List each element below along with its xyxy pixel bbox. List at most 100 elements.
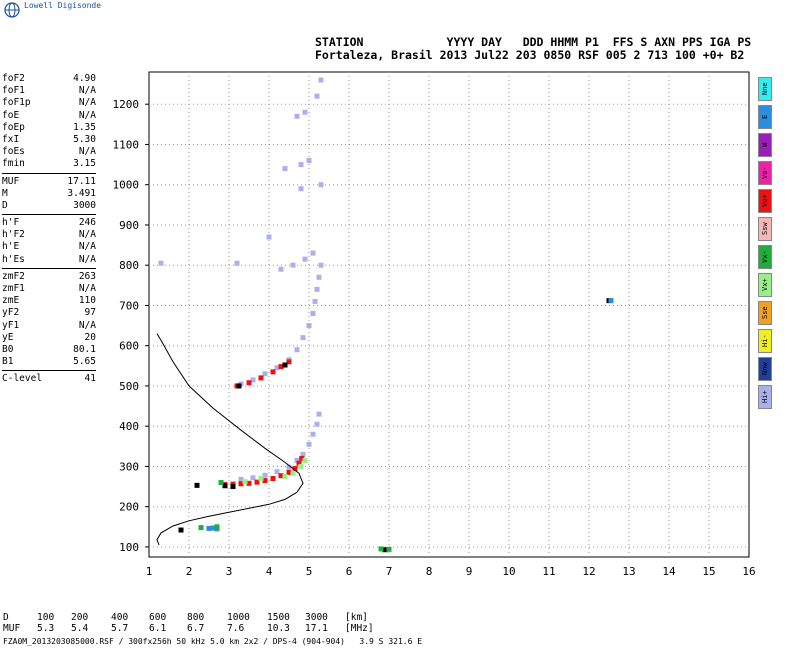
data-point	[310, 310, 316, 316]
data-point	[300, 335, 306, 341]
scaled-parameters-panel: foF2 4.90 foF1 N/A foF1p N/A foE N/A foEp 1.35 fxI…	[2, 73, 96, 386]
param-value: 1.35	[73, 121, 96, 133]
data-point	[214, 524, 220, 530]
data-point	[266, 234, 272, 240]
data-point	[316, 274, 322, 280]
y-tick-label: 1000	[113, 179, 140, 192]
y-tick-label: 900	[119, 219, 139, 232]
param-value: 3.15	[73, 158, 96, 170]
data-point	[250, 475, 256, 481]
param-value: 97	[84, 307, 96, 319]
param-name: zmF2	[2, 270, 25, 282]
legend-item: Vx+	[758, 273, 772, 297]
x-tick-label: 9	[466, 565, 473, 578]
data-point	[234, 260, 240, 266]
param-value: 5.30	[73, 133, 96, 145]
param-row: yF2 97	[2, 307, 96, 319]
param-name: fmin	[2, 158, 25, 170]
data-point	[302, 109, 308, 115]
data-point	[210, 525, 216, 531]
data-point	[302, 256, 308, 262]
data-point	[298, 186, 304, 192]
data-point	[296, 460, 302, 466]
table-cell: 5.4	[71, 623, 89, 634]
x-tick-label: 3	[226, 565, 233, 578]
y-tick-label: 800	[119, 259, 139, 272]
x-tick-label: 5	[306, 565, 313, 578]
param-name: h'E	[2, 241, 20, 253]
param-row: foF2 4.90	[2, 73, 96, 85]
param-value: 263	[78, 270, 96, 282]
data-point	[318, 77, 324, 83]
y-tick-label: 500	[119, 380, 139, 393]
data-point	[306, 158, 312, 164]
brand-label: Lowell Digisonde	[24, 1, 102, 10]
table-cell: 800	[187, 612, 205, 623]
param-row: foEs N/A	[2, 146, 96, 158]
param-row: fmin 3.15	[2, 158, 96, 170]
param-row: MUF 17.11	[2, 176, 96, 188]
param-name: B1	[2, 356, 14, 368]
table-cell: 600	[149, 612, 167, 623]
data-point	[270, 369, 276, 375]
data-point	[608, 298, 614, 304]
param-row: yE 20	[2, 332, 96, 344]
param-value: 110	[78, 295, 96, 307]
data-point	[258, 375, 264, 381]
param-row: h'Es N/A	[2, 254, 96, 266]
param-row: h'F2 N/A	[2, 229, 96, 241]
data-point	[298, 162, 304, 168]
legend-item: Hi-	[758, 329, 772, 353]
x-tick-label: 15	[702, 565, 715, 578]
param-value: N/A	[78, 229, 96, 241]
y-tick-label: 400	[119, 420, 139, 433]
data-point	[310, 431, 316, 437]
data-point	[290, 470, 296, 476]
table-cell: 100	[37, 612, 55, 623]
data-point	[286, 464, 292, 470]
legend-item: Vo-	[758, 161, 772, 185]
param-row: h'F 246	[2, 217, 96, 229]
param-value: 3.491	[67, 187, 96, 199]
plot-frame	[148, 71, 750, 558]
param-name: D	[2, 199, 8, 211]
param-value: 80.1	[73, 343, 96, 355]
x-tick-label: 10	[502, 565, 515, 578]
param-name: foF2	[2, 73, 25, 84]
file-info-footer: FZA0M_2013203085000.RSF / 300fx256h 50 k…	[3, 637, 423, 646]
param-row: fxI 5.30	[2, 134, 96, 146]
param-value: N/A	[78, 146, 96, 158]
data-point	[300, 451, 306, 457]
data-point	[278, 473, 284, 479]
table-cell: 6.1	[149, 623, 167, 634]
param-name: h'Es	[2, 253, 25, 265]
table-cell: 17.1	[305, 623, 328, 634]
y-tick-label: 1200	[113, 98, 140, 111]
param-row: zmF1 N/A	[2, 283, 96, 295]
data-point	[316, 411, 322, 417]
data-point	[230, 484, 236, 490]
legend-item: Vo+	[758, 189, 772, 213]
data-point	[282, 166, 288, 172]
data-point	[238, 481, 244, 487]
data-point	[294, 457, 300, 463]
legend-item: Vx-	[758, 245, 772, 269]
table-cell: [km]	[345, 612, 368, 623]
param-value: 41	[84, 373, 96, 385]
legend-item: Ssw	[758, 217, 772, 241]
param-name: foEp	[2, 121, 25, 133]
table-cell: 7.6	[227, 623, 245, 634]
panel-divider	[2, 370, 96, 372]
y-tick-label: 300	[119, 460, 139, 473]
data-point	[318, 262, 324, 268]
data-point	[198, 525, 204, 531]
data-point	[294, 113, 300, 119]
data-point	[238, 476, 244, 482]
param-row: C-level 41	[2, 373, 96, 385]
data-point	[274, 469, 280, 475]
panel-divider	[2, 267, 96, 269]
table-cell: 1500	[267, 612, 290, 623]
param-name: C-level	[2, 373, 43, 385]
y-tick-label: 100	[119, 541, 139, 554]
table-cell: 5.7	[111, 623, 129, 634]
